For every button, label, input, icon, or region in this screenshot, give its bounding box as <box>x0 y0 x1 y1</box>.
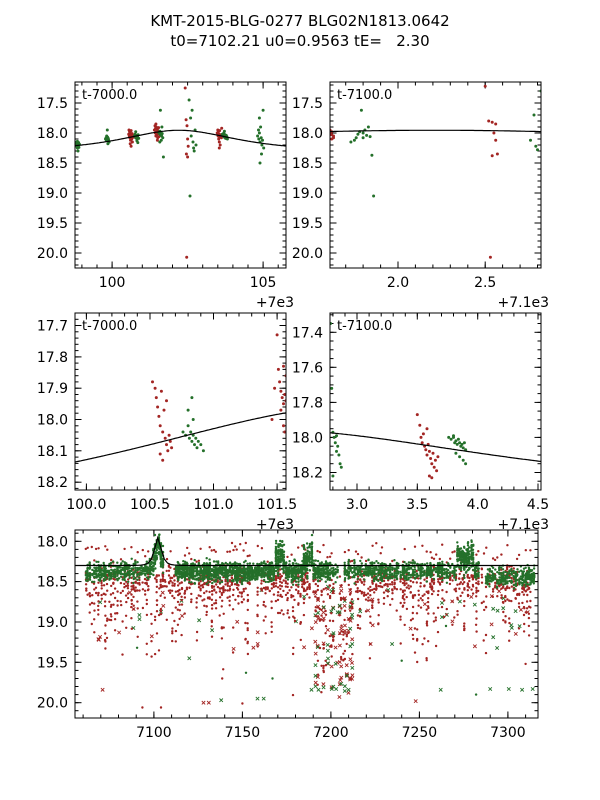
svg-text:+7.1e3: +7.1e3 <box>497 295 549 311</box>
svg-text:19.5: 19.5 <box>37 216 68 232</box>
panel-top-right-frame <box>329 81 542 269</box>
svg-text:t-7100.0: t-7100.0 <box>337 88 392 103</box>
figure-subtitle: t0=7102.21 u0=0.9563 tE= 2.30 <box>170 32 430 50</box>
panel-mid-right: 3.0 3.5 4.0 4.5 17.4 17.6 17.8 18.0 18.2 +7.1e3 t-… <box>292 312 549 533</box>
svg-text:18.5: 18.5 <box>292 156 323 172</box>
svg-text:18.5: 18.5 <box>37 575 68 591</box>
svg-text:7300: 7300 <box>490 725 526 741</box>
panel-mid-right-axes <box>330 313 541 490</box>
svg-text:19.0: 19.0 <box>292 186 323 202</box>
panel-top-right: 2.0 2.5 17.5 18.0 18.5 19.0 19.5 20.0 +7.1e3 t-71… <box>292 81 549 311</box>
figure-title: KMT-2015-BLG-0277 BLG02N1813.0642 <box>150 12 450 30</box>
svg-text:t-7000.0: t-7000.0 <box>82 88 137 103</box>
panel-mid-left-axes <box>75 313 286 490</box>
svg-text:100: 100 <box>99 275 126 291</box>
panel-bottom-data-points <box>84 533 536 709</box>
svg-text:+7e3: +7e3 <box>256 295 294 311</box>
panel-top-right-data-points <box>330 84 541 259</box>
panel-mid-right-frame <box>329 312 542 491</box>
svg-text:17.6: 17.6 <box>292 360 323 376</box>
svg-text:19.5: 19.5 <box>37 655 68 671</box>
svg-text:17.5: 17.5 <box>37 96 68 112</box>
panel-mid-left: 100.0 100.5 101.0 101.5 17.7 17.8 17.9 18.0 18.1… <box>37 312 297 534</box>
svg-text:t-7000.0: t-7000.0 <box>82 319 137 334</box>
svg-text:17.9: 17.9 <box>37 381 68 397</box>
svg-text:105: 105 <box>250 275 277 291</box>
svg-text:+7e3: +7e3 <box>256 517 294 533</box>
svg-text:17.5: 17.5 <box>292 96 323 112</box>
panel-mid-left-tick-labels: 100.0 100.5 101.0 101.5 17.7 17.8 17.9 18.0 18.1… <box>37 319 297 534</box>
panel-mid-right-data-points <box>330 322 468 480</box>
panel-bottom-frame <box>74 529 539 719</box>
panel-top-right-tick-labels: 2.0 2.5 17.5 18.0 18.5 19.0 19.5 20.0 +7.1e3 t-71… <box>292 88 549 311</box>
svg-text:20.0: 20.0 <box>37 246 68 262</box>
svg-text:18.0: 18.0 <box>37 126 68 142</box>
svg-text:7250: 7250 <box>402 725 438 741</box>
svg-text:7150: 7150 <box>225 725 261 741</box>
svg-text:18.2: 18.2 <box>292 466 323 482</box>
svg-text:19.5: 19.5 <box>292 216 323 232</box>
svg-text:4.5: 4.5 <box>527 497 549 513</box>
svg-text:3.5: 3.5 <box>406 497 428 513</box>
svg-text:18.0: 18.0 <box>292 126 323 142</box>
svg-text:18.5: 18.5 <box>37 156 68 172</box>
panel-top-left-tick-labels: 100 105 17.5 18.0 18.5 19.0 19.5 20.0 +7e3 t-7000… <box>37 88 294 311</box>
svg-text:20.0: 20.0 <box>292 246 323 262</box>
panel-bottom-axes <box>75 530 538 718</box>
svg-text:3.0: 3.0 <box>346 497 368 513</box>
panel-top-right-model-curve <box>330 129 541 133</box>
panel-top-right-axes <box>330 82 541 268</box>
svg-text:19.0: 19.0 <box>37 615 68 631</box>
svg-text:+7.1e3: +7.1e3 <box>497 517 549 533</box>
panel-top-left-model-curve <box>75 129 286 147</box>
svg-text:19.0: 19.0 <box>37 186 68 202</box>
svg-text:20.0: 20.0 <box>37 696 68 712</box>
svg-text:2.0: 2.0 <box>387 275 409 291</box>
svg-text:4.0: 4.0 <box>467 497 489 513</box>
svg-text:18.1: 18.1 <box>37 444 68 460</box>
panel-bottom-model-curve <box>75 535 538 567</box>
svg-text:100.5: 100.5 <box>130 497 170 513</box>
svg-text:101.5: 101.5 <box>257 497 297 513</box>
panel-bottom: 7100 7150 7200 7250 7300 18.0 18.5 19.0 19.5 20.0 <box>37 529 539 741</box>
svg-text:18.2: 18.2 <box>37 475 68 491</box>
svg-text:100.0: 100.0 <box>66 497 106 513</box>
panel-mid-left-frame <box>74 312 287 491</box>
panel-top-left: 100 105 17.5 18.0 18.5 19.0 19.5 20.0 +7e3 t-7000… <box>37 81 294 311</box>
panel-bottom-tick-labels: 7100 7150 7200 7250 7300 18.0 18.5 19.0 19.5 20.0 <box>37 534 526 741</box>
svg-text:18.0: 18.0 <box>37 534 68 550</box>
svg-text:17.8: 17.8 <box>292 395 323 411</box>
panel-mid-right-tick-labels: 3.0 3.5 4.0 4.5 17.4 17.6 17.8 18.0 18.2 +7.1e3 t-… <box>292 319 549 533</box>
svg-text:17.7: 17.7 <box>37 319 68 335</box>
svg-text:2.5: 2.5 <box>474 275 496 291</box>
panel-mid-right-model-curve <box>330 432 541 462</box>
svg-text:18.0: 18.0 <box>37 413 68 429</box>
svg-text:t-7100.0: t-7100.0 <box>337 319 392 334</box>
svg-text:7200: 7200 <box>313 725 349 741</box>
panel-mid-left-model-curve <box>75 412 286 463</box>
svg-text:17.8: 17.8 <box>37 350 68 366</box>
svg-text:101.0: 101.0 <box>193 497 233 513</box>
panel-mid-left-data-points <box>151 333 286 462</box>
panel-top-left-frame <box>74 81 287 269</box>
panel-top-left-axes <box>75 82 286 268</box>
svg-text:18.0: 18.0 <box>292 430 323 446</box>
svg-text:7100: 7100 <box>136 725 172 741</box>
svg-text:17.4: 17.4 <box>292 325 323 341</box>
panel-top-left-data-points <box>75 86 266 259</box>
